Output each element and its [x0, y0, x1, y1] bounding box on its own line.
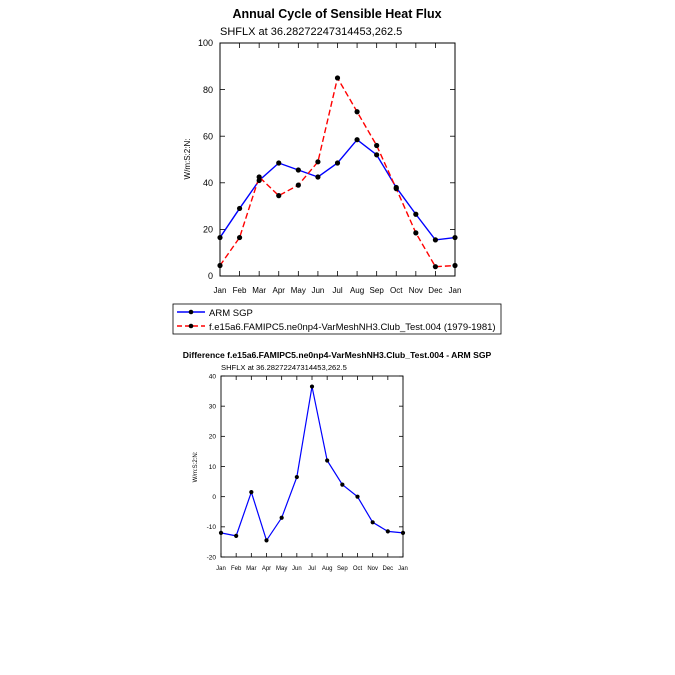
data-point — [334, 160, 341, 166]
data-point — [315, 159, 321, 165]
data-point — [234, 533, 239, 538]
data-point — [325, 458, 330, 463]
legend-frame — [172, 303, 502, 335]
data-point — [432, 264, 439, 270]
data-point — [355, 494, 360, 499]
data-point — [295, 167, 301, 173]
x-tick-label: Jan — [398, 566, 408, 572]
y-tick-label: 30 — [209, 403, 217, 410]
data-point — [217, 234, 223, 241]
x-tick-label: Oct — [390, 286, 403, 295]
chart2-ylabel: W/m:S:2:N: — [193, 451, 199, 482]
x-tick-label: Nov — [409, 286, 423, 295]
x-tick-label: Jul — [308, 566, 316, 572]
chart1-ylabel: W/m:S:2:N: — [183, 139, 192, 180]
data-point — [276, 160, 282, 166]
chart2-title: Difference f.e15a6.FAMIPC5.ne0np4-VarMes… — [183, 350, 492, 360]
data-point — [400, 530, 406, 535]
x-tick-label: Feb — [231, 566, 242, 572]
y-tick-label: 20 — [203, 225, 213, 235]
data-point — [236, 205, 243, 212]
y-tick-label: 80 — [203, 85, 213, 95]
data-point — [236, 234, 243, 241]
x-tick-label: Jun — [292, 566, 302, 572]
data-point — [385, 529, 390, 534]
data-point — [315, 174, 321, 180]
legend-item-model: f.e15a6.FAMIPC5.ne0np4-VarMeshNH3.Club_T… — [177, 322, 496, 333]
data-point — [393, 186, 399, 192]
x-tick-label: Jun — [311, 286, 324, 295]
data-point — [295, 182, 301, 188]
data-point — [334, 75, 341, 81]
y-tick-label: 0 — [208, 271, 213, 281]
data-point — [276, 193, 282, 199]
x-tick-label: Jan — [214, 286, 227, 295]
data-point — [370, 520, 375, 525]
x-tick-label: Mar — [246, 566, 256, 572]
y-tick-label: 40 — [209, 373, 217, 380]
chart1-subtitle: SHFLX at 36.28272247314453,262.5 — [220, 26, 402, 38]
data-point — [264, 538, 269, 543]
data-point — [374, 142, 380, 149]
series-line-0 — [220, 386, 404, 542]
data-point — [374, 152, 380, 158]
data-point — [452, 262, 458, 269]
data-point — [218, 530, 224, 535]
y-tick-label: 60 — [203, 131, 213, 141]
y-tick-label: 10 — [209, 464, 217, 471]
x-tick-label: May — [291, 286, 306, 295]
difference-chart: Difference f.e15a6.FAMIPC5.ne0np4-VarMes… — [183, 350, 492, 572]
data-point — [217, 262, 223, 269]
x-tick-label: Dec — [382, 566, 393, 572]
y-tick-label: -20 — [207, 554, 217, 561]
data-point — [354, 109, 360, 115]
x-tick-label: Aug — [322, 566, 333, 572]
x-tick-label: Sep — [337, 566, 348, 572]
x-tick-label: Apr — [262, 566, 271, 572]
y-tick-label: -10 — [207, 524, 217, 531]
x-tick-label: Jan — [216, 566, 226, 572]
legend-item-arm-sgp: ARM SGP — [177, 308, 253, 319]
data-point — [256, 174, 262, 180]
data-point — [294, 474, 299, 480]
x-tick-label: Aug — [350, 286, 364, 295]
data-point — [413, 230, 419, 236]
data-point — [354, 137, 360, 143]
x-tick-label: Oct — [353, 566, 363, 572]
x-tick-label: Jan — [449, 286, 462, 295]
x-tick-label: Jul — [332, 286, 342, 295]
data-point — [340, 482, 345, 487]
x-tick-label: Nov — [367, 566, 378, 572]
y-tick-label: 100 — [198, 38, 213, 48]
y-tick-label: 0 — [212, 494, 216, 501]
legend-label-arm-sgp: ARM SGP — [209, 308, 253, 319]
legend-marker-arm-sgp — [188, 309, 194, 315]
x-tick-label: May — [276, 566, 287, 572]
legend-label-model: f.e15a6.FAMIPC5.ne0np4-VarMeshNH3.Club_T… — [209, 322, 496, 333]
data-point — [432, 237, 439, 243]
chart1-title: Annual Cycle of Sensible Heat Flux — [232, 7, 441, 21]
legend-marker-model — [188, 323, 194, 329]
x-tick-label: Feb — [233, 286, 247, 295]
annual-cycle-chart: Annual Cycle of Sensible Heat Flux SHFLX… — [172, 7, 502, 335]
y-tick-label: 40 — [203, 178, 213, 188]
chart2-subtitle: SHFLX at 36.28272247314453,262.5 — [221, 363, 347, 372]
y-tick-label: 20 — [209, 434, 217, 441]
data-point — [452, 234, 458, 241]
data-point — [309, 384, 315, 389]
series-line-1 — [219, 76, 456, 268]
x-tick-label: Dec — [428, 286, 442, 295]
chart1-legend: ARM SGP f.e15a6.FAMIPC5.ne0np4-VarMeshNH… — [172, 303, 502, 335]
data-point — [279, 515, 284, 520]
chart2-plot-frame — [220, 375, 404, 558]
data-point — [413, 211, 419, 217]
x-tick-label: Mar — [252, 286, 266, 295]
x-tick-label: Apr — [273, 286, 286, 295]
data-point — [249, 490, 254, 495]
x-tick-label: Sep — [370, 286, 385, 295]
